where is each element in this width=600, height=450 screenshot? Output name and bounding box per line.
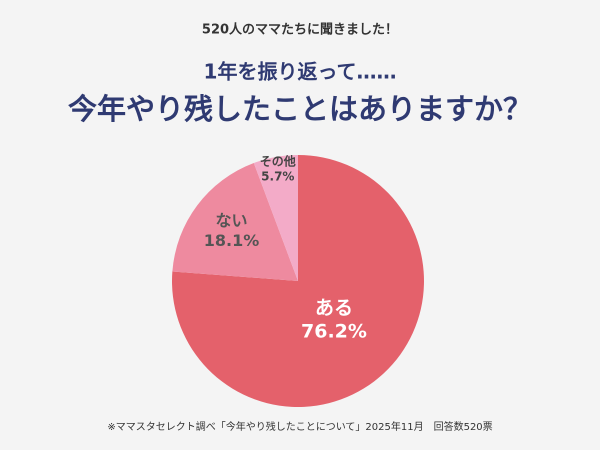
footnote: ※ママスタセレクト調べ「今年やり残したことについて」2025年11月 回答数52… xyxy=(107,420,492,433)
chart-title: 今年やり残したことはありますか？ xyxy=(68,92,532,126)
kicker: 520人のママたちに聞きました！ xyxy=(202,22,398,38)
slice-category: その他 xyxy=(260,154,296,169)
pie-slice xyxy=(172,162,298,281)
slice-value: 5.7% xyxy=(261,170,294,184)
subtitle: 1年を振り返って…… xyxy=(204,60,397,84)
slice-value: 18.1% xyxy=(204,231,260,250)
slice-value: 76.2% xyxy=(301,321,367,343)
slice-category: ない xyxy=(215,211,247,230)
pie-slice xyxy=(253,155,298,281)
slice-category: ある xyxy=(315,297,353,319)
